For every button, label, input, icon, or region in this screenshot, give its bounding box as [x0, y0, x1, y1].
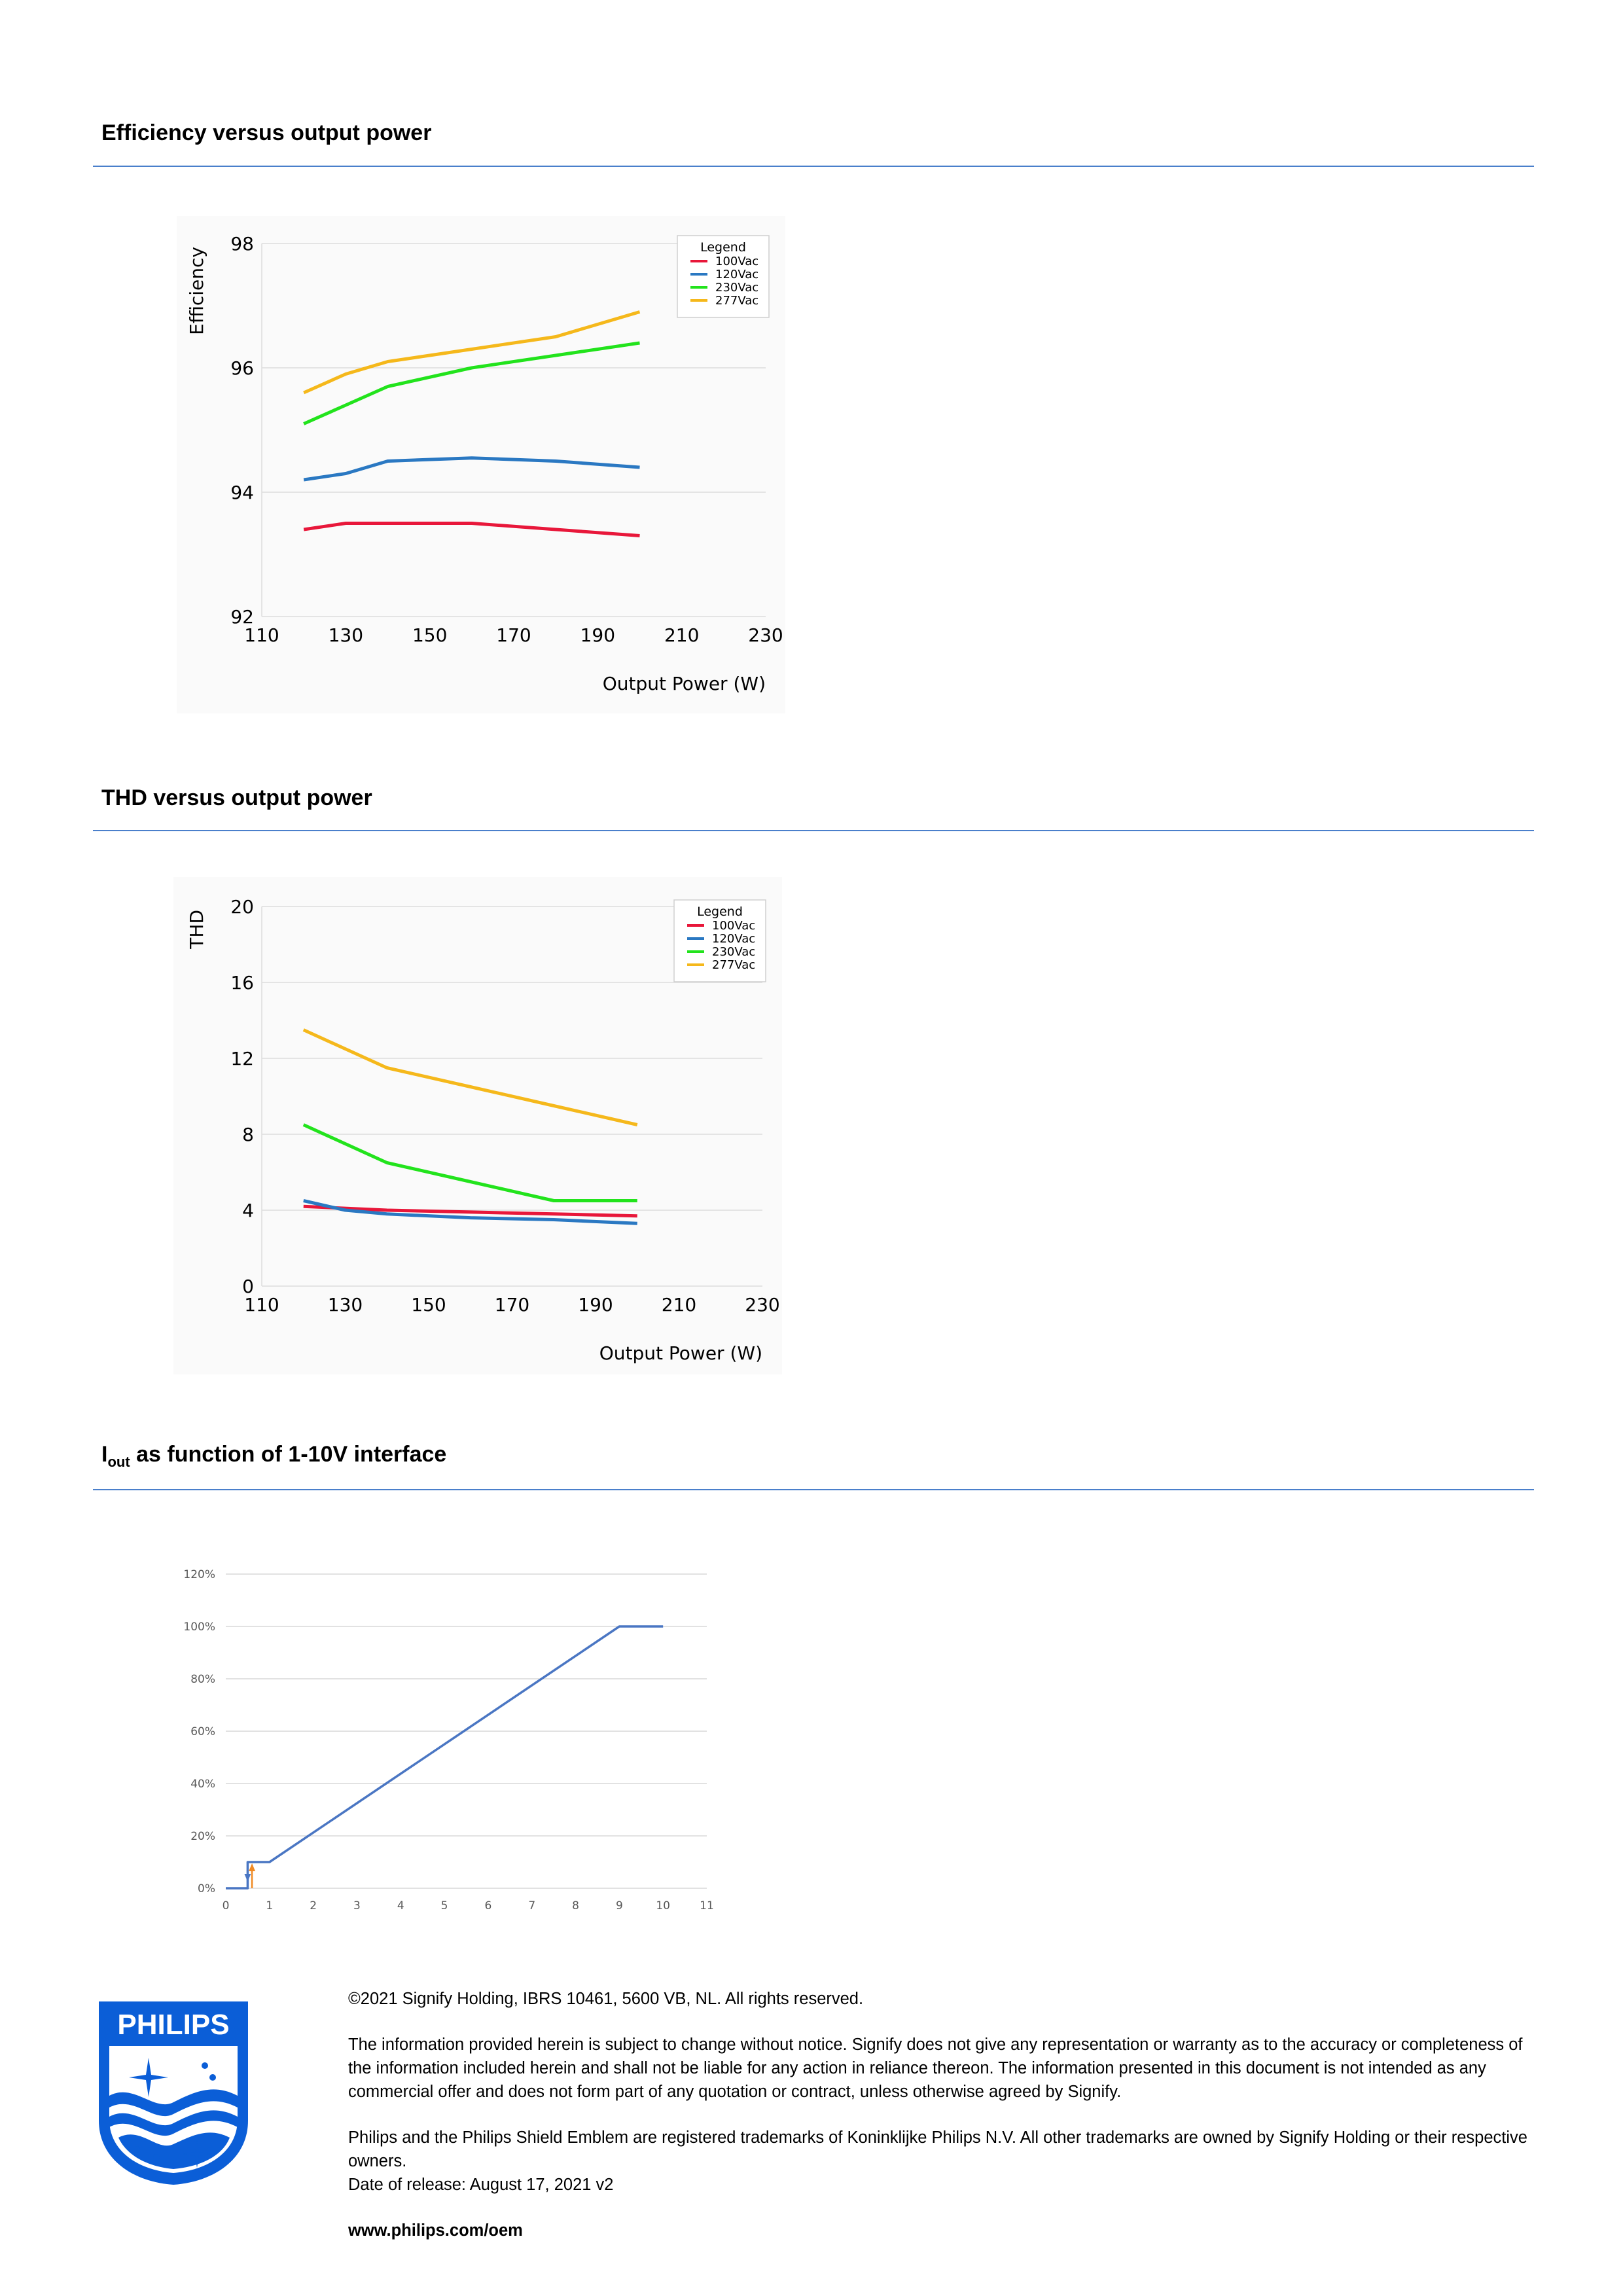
trademark-text: Philips and the Philips Shield Emblem ar… — [348, 2128, 1527, 2170]
efficiency-chart-svg: 92 94 96 98 110 130 150 170 190 210 230 Output Powe… — [177, 216, 785, 713]
logo-wordmark: PHILIPS — [117, 2009, 229, 2041]
series-line-120Vac — [303, 456, 640, 482]
x-tick-label: 1 — [266, 1899, 273, 1911]
x-tick-label: 190 — [580, 624, 615, 646]
series-line-277Vac — [303, 310, 641, 395]
legend-box — [673, 899, 766, 982]
x-tick-label: 2 — [310, 1899, 317, 1911]
efficiency-chart: 92 94 96 98 110 130 150 170 190 210 230 Output Powe… — [177, 216, 785, 713]
x-tick-label: 7 — [528, 1899, 535, 1911]
x-tick-label: 11 — [700, 1899, 714, 1911]
website-link[interactable]: www.philips.com/oem — [348, 2221, 523, 2240]
y-tick-label: 40% — [190, 1778, 215, 1791]
philips-logo: PHILIPS — [95, 1998, 252, 2191]
annotation-arrow-head — [244, 1874, 251, 1882]
x-tick-label: 230 — [745, 1294, 779, 1316]
y-tick-label: 0 — [242, 1276, 254, 1297]
y-tick-label: 12 — [230, 1048, 254, 1069]
section-divider — [93, 166, 1534, 167]
series-line-100Vac — [303, 522, 640, 537]
x-tick-label: 150 — [411, 1294, 446, 1316]
x-tick-label: 110 — [244, 624, 279, 646]
iout-chart-svg: 0% 20% 40% 60% 80% 100% 120% 0 1 2 3 4 5 6 7 8 9 10 11 — [183, 1568, 714, 1911]
legend-label-120Vac: 120Vac — [712, 932, 755, 946]
iout-series-line-0 — [226, 1625, 664, 1890]
y-tick-label: 98 — [230, 233, 254, 255]
series-line-230Vac — [302, 1123, 637, 1202]
y-tick-label: 92 — [230, 606, 254, 628]
x-tick-label: 4 — [397, 1899, 404, 1911]
y-tick-label: 8 — [242, 1124, 254, 1145]
legend-label-100Vac: 100Vac — [715, 255, 758, 268]
legend-label-230Vac: 230Vac — [712, 945, 755, 959]
x-tick-label: 170 — [496, 624, 531, 646]
x-tick-label: 5 — [441, 1899, 448, 1911]
legend-label-120Vac: 120Vac — [715, 268, 758, 281]
x-tick-label: 3 — [353, 1899, 361, 1911]
legend-title: Legend — [697, 905, 743, 919]
x-axis-label: Output Power (W) — [603, 673, 766, 694]
legend-title: Legend — [700, 240, 746, 255]
efficiency-section-title: Efficiency versus output power — [101, 120, 432, 145]
release-date-text: Date of release: August 17, 2021 v2 — [348, 2176, 614, 2194]
series-line-230Vac — [303, 341, 640, 425]
iout-title-rest: as function of 1-10V interface — [130, 1442, 447, 1467]
iout-title-main: I — [101, 1442, 108, 1467]
iout-section-title: Iout as function of 1-10V interface — [101, 1442, 446, 1471]
y-tick-label: 0% — [198, 1882, 215, 1895]
x-tick-label: 130 — [328, 1294, 363, 1316]
series-line-277Vac — [302, 1028, 638, 1126]
thd-chart-svg: 0 4 8 12 16 20 110 130 150 170 190 210 230 Output Pow… — [173, 877, 782, 1374]
section-divider — [93, 1489, 1534, 1490]
x-tick-label: 170 — [495, 1294, 529, 1316]
section-divider — [93, 830, 1534, 831]
legend-label-230Vac: 230Vac — [715, 281, 758, 295]
legend-box — [677, 235, 770, 318]
x-tick-label: 130 — [329, 624, 363, 646]
y-tick-label: 4 — [242, 1200, 254, 1221]
x-tick-label: 210 — [664, 624, 699, 646]
iout-title-subscript: out — [107, 1453, 130, 1470]
copyright-text: ©2021 Signify Holding, IBRS 10461, 5600 … — [348, 1990, 864, 2008]
y-tick-label: 100% — [183, 1621, 215, 1634]
y-tick-label: 80% — [190, 1673, 215, 1686]
x-tick-label: 210 — [662, 1294, 696, 1316]
x-tick-label: 110 — [244, 1294, 279, 1316]
annotation-arrow-head — [249, 1863, 256, 1871]
series-line-120Vac — [303, 1199, 637, 1225]
y-tick-label: 20% — [190, 1830, 215, 1843]
x-tick-label: 190 — [578, 1294, 613, 1316]
y-axis-label: Efficiency — [186, 247, 207, 335]
y-tick-label: 94 — [230, 482, 254, 503]
x-tick-label: 150 — [412, 624, 447, 646]
thd-chart: 0 4 8 12 16 20 110 130 150 170 190 210 230 Output Pow… — [173, 877, 782, 1374]
x-tick-label: 10 — [656, 1899, 670, 1911]
legend-label-100Vac: 100Vac — [712, 919, 755, 933]
x-tick-label: 8 — [572, 1899, 579, 1911]
y-tick-label: 96 — [230, 357, 254, 379]
y-tick-label: 20 — [230, 896, 254, 918]
philips-shield-icon: PHILIPS — [99, 2001, 248, 2185]
x-tick-label: 9 — [616, 1899, 623, 1911]
disclaimer-text: The information provided herein is subje… — [348, 2036, 1523, 2101]
y-tick-label: 16 — [230, 972, 254, 994]
x-tick-label: 230 — [748, 624, 783, 646]
x-axis-label: Output Power (W) — [599, 1342, 762, 1364]
x-tick-label: 0 — [223, 1899, 230, 1911]
thd-section-title: THD versus output power — [101, 785, 372, 810]
iout-chart: 0% 20% 40% 60% 80% 100% 120% 0 1 2 3 4 5 6 7 8 9 10 11 — [170, 1545, 720, 1911]
y-axis-label: THD — [186, 910, 207, 950]
footer-text: ©2021 Signify Holding, IBRS 10461, 5600 … — [348, 1987, 1533, 2242]
legend-label-277Vac: 277Vac — [715, 294, 758, 308]
series-line-100Vac — [303, 1204, 637, 1218]
y-tick-label: 60% — [190, 1725, 215, 1738]
legend-label-277Vac: 277Vac — [712, 958, 755, 972]
y-tick-label: 120% — [183, 1568, 215, 1581]
x-tick-label: 6 — [484, 1899, 491, 1911]
